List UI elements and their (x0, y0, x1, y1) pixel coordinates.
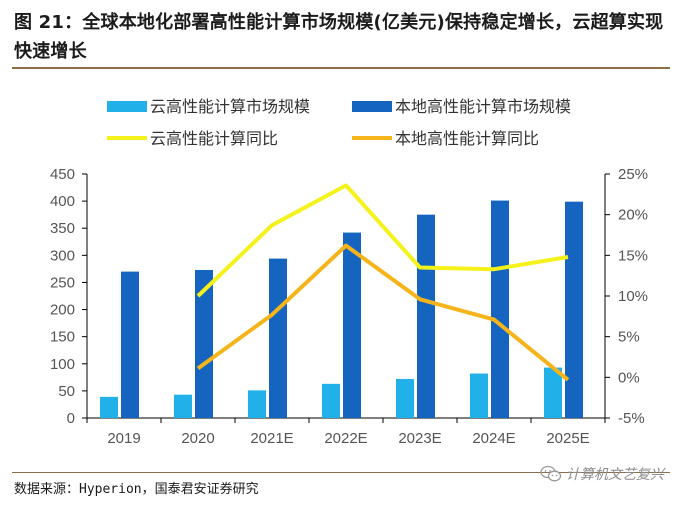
y-left-tick-label: 150 (50, 329, 75, 346)
source-note: 数据来源：Hyperion，国泰君安证券研究 (14, 482, 259, 497)
bar-local (491, 200, 509, 418)
bar-local (121, 271, 139, 418)
legend: 云高性能计算市场规模 本地高性能计算市场规模 云高性能计算同比 本地高性能计算同… (107, 97, 571, 148)
chart: 云高性能计算市场规模 本地高性能计算市场规模 云高性能计算同比 本地高性能计算同… (50, 97, 648, 447)
y-right-tick-label: 15% (618, 247, 648, 264)
line-local-growth (196, 243, 570, 382)
title-rule (12, 67, 670, 69)
y-right-tick-label: 20% (618, 207, 648, 224)
x-tick-label: 2019 (107, 430, 140, 447)
y-right-tick-label: 25% (618, 166, 648, 183)
bar-cloud (322, 383, 340, 418)
bar-local (343, 232, 361, 418)
x-tick-label: 2022E (324, 430, 367, 447)
bar-local (269, 258, 287, 418)
x-tick-label: 2020 (181, 430, 214, 447)
y-left-tick-label: 200 (50, 302, 75, 319)
x-tick-label: 2025E (546, 430, 589, 447)
plot-area: 0 50 100 150 200 250 300 350 400 450 -5% 0% 5% 10% 15%… (50, 166, 648, 447)
bar-local (565, 201, 583, 418)
y-right-tick-label: 5% (618, 329, 640, 346)
x-tick-label: 2023E (398, 430, 441, 447)
y-left-tick-label: 250 (50, 274, 75, 291)
bar-cloud (100, 396, 118, 418)
bar-cloud (544, 367, 562, 418)
wechat-icon (540, 465, 562, 482)
y-left-tick-label: 50 (58, 383, 75, 400)
watermark-text: 计算机文艺复兴 (566, 467, 664, 483)
bar-cloud (396, 378, 414, 418)
x-tick-label: 2024E (472, 430, 515, 447)
y-right-tick-label: 10% (618, 288, 648, 305)
legend-swatch-cloud-bar (107, 101, 147, 112)
line-cloud-growth (196, 183, 569, 298)
legend-swatch-local-bar (352, 101, 392, 112)
bar-cloud (470, 373, 488, 418)
x-tick-label: 2021E (250, 430, 293, 447)
bar-cloud (248, 390, 266, 418)
y-right-tick-label: 0% (618, 369, 640, 386)
legend-label-cloud-bar: 云高性能计算市场规模 (150, 97, 310, 116)
bar-local (417, 214, 435, 418)
y-left-tick-label: 100 (50, 356, 75, 373)
y-left-tick-label: 450 (50, 166, 75, 183)
watermark: 计算机文艺复兴 (540, 464, 664, 484)
y-left-tick-label: 0 (67, 410, 75, 427)
y-left-tick-label: 300 (50, 247, 75, 264)
y-left-tick-label: 400 (50, 193, 75, 210)
legend-label-local-line: 本地高性能计算同比 (395, 129, 539, 148)
y-right-tick-label: -5% (618, 410, 645, 427)
figure-title: 图 21：全球本地化部署高性能计算市场规模(亿美元)保持稳定增长，云超算实现快速… (14, 12, 664, 62)
legend-label-cloud-line: 云高性能计算同比 (150, 129, 278, 148)
legend-label-local-bar: 本地高性能计算市场规模 (395, 97, 571, 116)
bar-cloud (174, 394, 192, 418)
y-left-tick-label: 350 (50, 220, 75, 237)
bar-local (195, 269, 213, 418)
source-rule (12, 472, 670, 473)
